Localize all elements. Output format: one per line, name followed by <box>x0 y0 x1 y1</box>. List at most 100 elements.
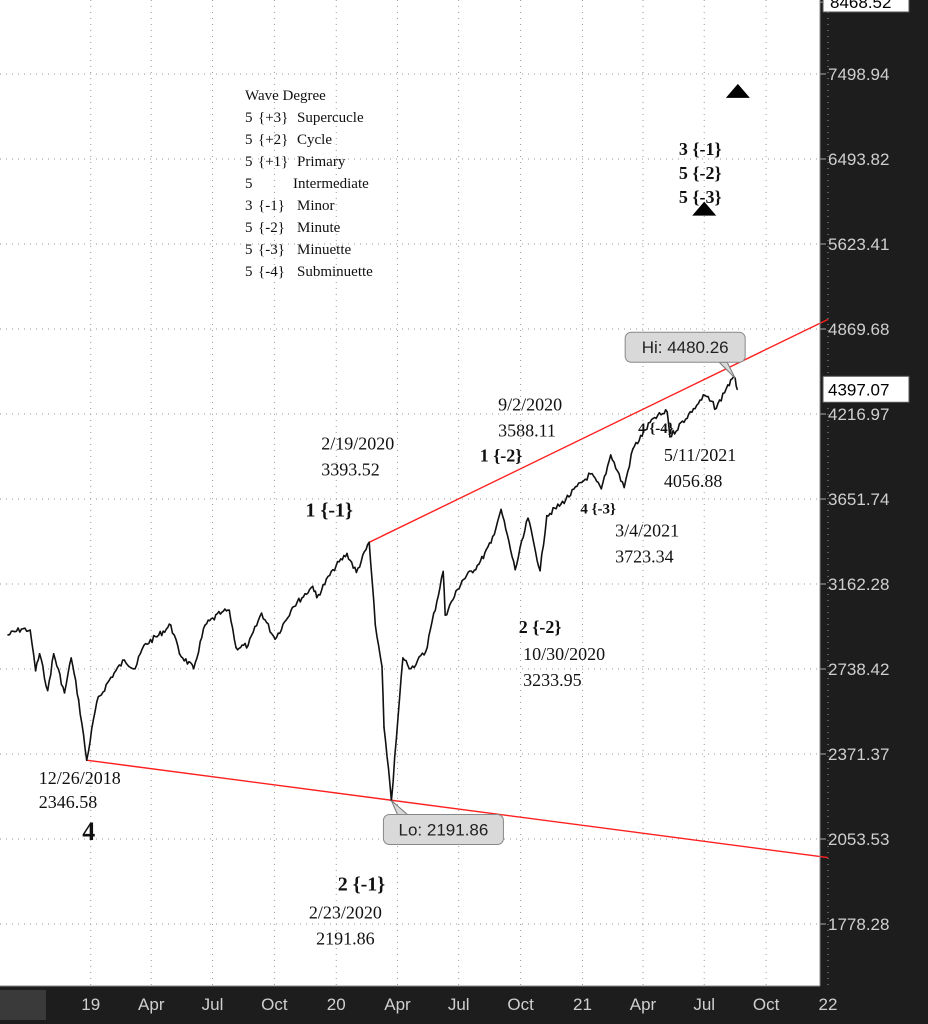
wave-annotation-label: 4 <box>82 817 95 846</box>
price-point <box>715 407 718 410</box>
price-point <box>332 568 334 571</box>
wave-annotation-label: 2/23/2020 <box>309 902 382 922</box>
wave-annotation-label: 2191.86 <box>316 928 375 948</box>
top-price-label: 8468.52 <box>830 0 891 12</box>
price-point <box>52 652 55 655</box>
wave-annotation-label: 1 {-1} <box>306 499 354 521</box>
y-tick-label: 2053.53 <box>828 830 889 849</box>
x-tick-label: Oct <box>261 995 288 1014</box>
wave-annotation-label: 12/26/2018 <box>39 768 121 788</box>
price-point <box>632 448 634 450</box>
lo-callout-box <box>382 813 504 845</box>
wave-annotation-label: 3/4/2021 <box>615 521 679 541</box>
y-tick-label: 6493.82 <box>828 150 889 169</box>
wave-annotation-label: 4056.88 <box>664 471 723 491</box>
price-point <box>381 665 383 668</box>
price-point <box>692 407 695 410</box>
price-point <box>235 646 237 649</box>
wave-annotation-label: 5 {-2} <box>679 163 722 183</box>
wave-annotation-label: 3393.52 <box>321 459 380 479</box>
wave-annotation-label: 1 {-2} <box>480 445 523 465</box>
y-tick-label: 2738.42 <box>828 660 889 679</box>
legend-row-number: 5 <box>245 220 253 236</box>
x-axis-start-box <box>0 990 46 1020</box>
x-tick-label: Apr <box>138 995 165 1014</box>
wave-annotation-label: 2/19/2020 <box>321 433 394 453</box>
price-point <box>600 488 603 490</box>
legend-row-name: Subminuette <box>297 264 373 280</box>
x-tick-label: Jul <box>693 995 715 1014</box>
price-point <box>29 629 31 631</box>
y-tick-label: 4869.68 <box>828 320 889 339</box>
price-point <box>247 644 249 647</box>
wave-annotation-label: 3233.95 <box>523 670 582 690</box>
y-tick-label: 1778.28 <box>828 915 889 934</box>
wave-annotation-label: 3723.34 <box>615 547 674 567</box>
x-tick-label: Apr <box>630 995 657 1014</box>
wave-annotation-label: 3588.11 <box>498 420 556 440</box>
last-price-box <box>822 375 910 403</box>
lo-callout-label: Lo: 2191.86 <box>399 820 489 839</box>
price-point <box>478 563 480 566</box>
wave-annotation-label: 2346.58 <box>39 792 98 812</box>
trendline <box>368 318 829 543</box>
y-tick-label: 5623.41 <box>828 235 889 254</box>
price-point <box>178 652 181 655</box>
price-point <box>623 486 625 489</box>
wave-annotation-label: 3 {-1} <box>679 139 722 159</box>
legend-row-number: 5 <box>245 264 253 280</box>
wave-annotation-label: 5/11/2021 <box>664 445 736 465</box>
trendline <box>86 759 829 859</box>
triangle-marker-icon <box>692 201 717 216</box>
price-point <box>589 473 592 475</box>
top-price-box <box>822 0 910 13</box>
x-tick-label: 22 <box>819 995 838 1014</box>
price-point <box>736 388 738 391</box>
legend-row-number: 5 <box>245 132 253 148</box>
legend-row-degree: {-2} <box>258 220 285 236</box>
legend-row-degree: {-4} <box>258 264 285 280</box>
price-point <box>85 759 88 762</box>
price-point <box>652 417 654 420</box>
x-tick-label: 20 <box>327 995 346 1014</box>
price-point <box>95 701 98 703</box>
legend-row-degree: {+2} <box>258 132 288 148</box>
wave-annotation-label: 5 {-3} <box>679 187 722 207</box>
legend-title: Wave Degree <box>245 88 326 104</box>
price-point <box>221 611 223 613</box>
legend-row-name: Primary <box>297 154 346 170</box>
price-point <box>539 569 541 572</box>
price-point <box>355 571 358 574</box>
price-point <box>490 542 492 544</box>
price-point <box>527 517 529 519</box>
legend-row-name: Cycle <box>297 132 332 148</box>
price-point <box>514 568 517 571</box>
price-point <box>20 628 23 630</box>
price-point <box>410 667 412 670</box>
legend-row-degree: {-3} <box>258 242 285 258</box>
price-point <box>311 585 314 588</box>
price-point <box>34 670 37 672</box>
price-point <box>726 384 729 386</box>
price-point <box>546 514 548 517</box>
price-point <box>63 692 66 694</box>
wave-annotation-label: 2 {-1} <box>338 873 386 895</box>
last-price-label: 4397.07 <box>828 380 889 399</box>
price-point <box>444 614 447 616</box>
legend-row-name: Intermediate <box>293 176 369 192</box>
legend-row-degree: {+3} <box>258 110 288 126</box>
price-point <box>169 624 172 626</box>
x-tick-label: Oct <box>507 995 534 1014</box>
price-point <box>134 667 136 670</box>
price-point <box>609 454 612 456</box>
price-point <box>402 657 404 659</box>
price-point <box>123 659 126 661</box>
triangle-marker-icon <box>725 83 750 98</box>
x-tick-label: Apr <box>384 995 411 1014</box>
legend-row-name: Minute <box>297 220 341 236</box>
price-point <box>110 676 112 679</box>
price-point <box>7 634 9 636</box>
hi-callout-box <box>624 331 746 363</box>
